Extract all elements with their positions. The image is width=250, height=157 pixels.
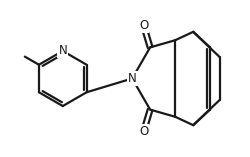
Text: O: O: [139, 19, 148, 32]
Text: N: N: [58, 44, 67, 57]
Text: N: N: [128, 72, 136, 85]
Text: O: O: [139, 125, 148, 138]
